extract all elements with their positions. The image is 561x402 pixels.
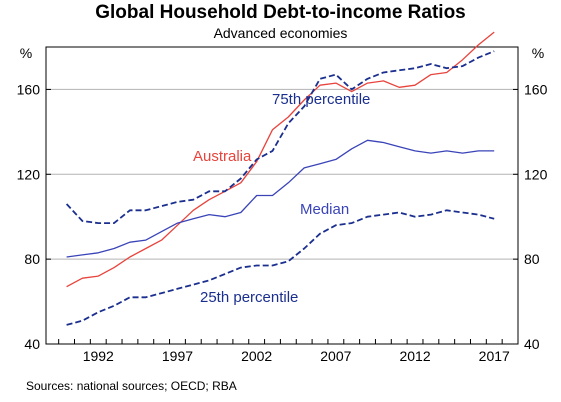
series-line-median (66, 139, 495, 258)
plot-frame (45, 46, 519, 345)
right-unit-label: % (532, 45, 544, 61)
x-tick-label: 2007 (320, 348, 351, 364)
left-unit-label: % (20, 45, 32, 61)
right-y-tick-label: 80 (524, 251, 540, 267)
right-y-tick-label: 120 (524, 166, 548, 182)
series-line-25th-percentile (66, 209, 495, 326)
series-label-australia: Australia (193, 148, 252, 165)
x-tick-label: 2012 (399, 348, 430, 364)
x-tick-label: 2002 (241, 348, 272, 364)
chart-subtitle: Advanced economies (213, 25, 348, 41)
left-y-tick-label: 80 (24, 251, 40, 267)
series-label-25th-percentile: 25th percentile (200, 289, 298, 306)
right-y-tick-label: 160 (524, 81, 548, 97)
series-line-australia (66, 31, 495, 288)
series-label-75th-percentile: 75th percentile (272, 91, 370, 108)
right-y-tick-label: 40 (524, 336, 540, 352)
x-tick-label: 1992 (83, 348, 114, 364)
source-note: Sources: national sources; OECD; RBA (26, 379, 237, 393)
x-tick-label: 2017 (479, 348, 510, 364)
left-y-tick-label: 160 (17, 81, 41, 97)
chart-title: Global Household Debt-to-income Ratios (95, 2, 466, 23)
x-tick-label: 1997 (162, 348, 193, 364)
left-y-tick-label: 40 (24, 336, 40, 352)
left-y-tick-label: 120 (17, 166, 41, 182)
series-line-75th-percentile (65, 50, 495, 225)
series-label-median: Median (300, 201, 349, 218)
